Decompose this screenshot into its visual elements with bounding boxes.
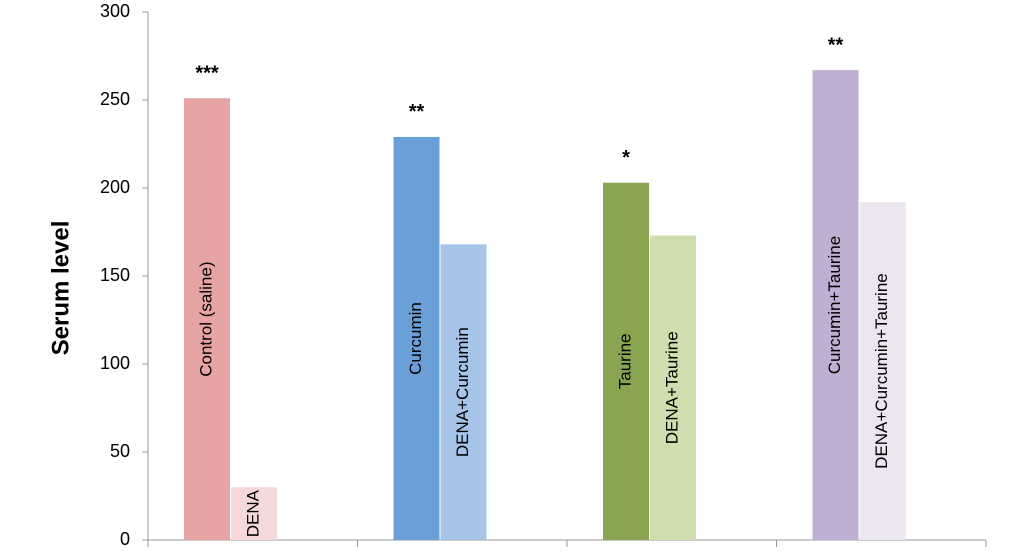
bar-label: Curcumin [406, 302, 425, 375]
significance: * [622, 147, 630, 169]
bar-label: DENA+Taurine [662, 331, 681, 444]
y-tick-label: 300 [100, 1, 130, 21]
bar-label: Taurine [615, 333, 634, 389]
bar [650, 235, 696, 540]
significance: *** [195, 63, 219, 85]
bar [393, 136, 440, 540]
y-tick-label: 250 [100, 89, 130, 109]
y-tick-label: 100 [100, 353, 130, 373]
bar-label: Curcumin+Taurine [825, 236, 844, 374]
bar-label: Control (saline) [196, 261, 215, 376]
bar [859, 202, 906, 540]
bar [440, 244, 487, 540]
bar [812, 70, 859, 540]
y-tick-label: 150 [100, 265, 130, 285]
bar [231, 487, 277, 540]
significance: ** [409, 101, 425, 123]
significance: ** [828, 34, 844, 56]
bar-label: DENA+Curcumin+Taurine [872, 273, 891, 469]
y-tick-label: 50 [110, 441, 130, 461]
bar-label: DENA [243, 489, 262, 537]
bar [603, 182, 649, 540]
y-tick-label: 200 [100, 177, 130, 197]
bar-label: DENA+Curcumin [453, 327, 472, 457]
bar [184, 98, 230, 541]
y-tick-label: 0 [120, 529, 130, 549]
y-axis-title: Serum level [47, 221, 74, 356]
